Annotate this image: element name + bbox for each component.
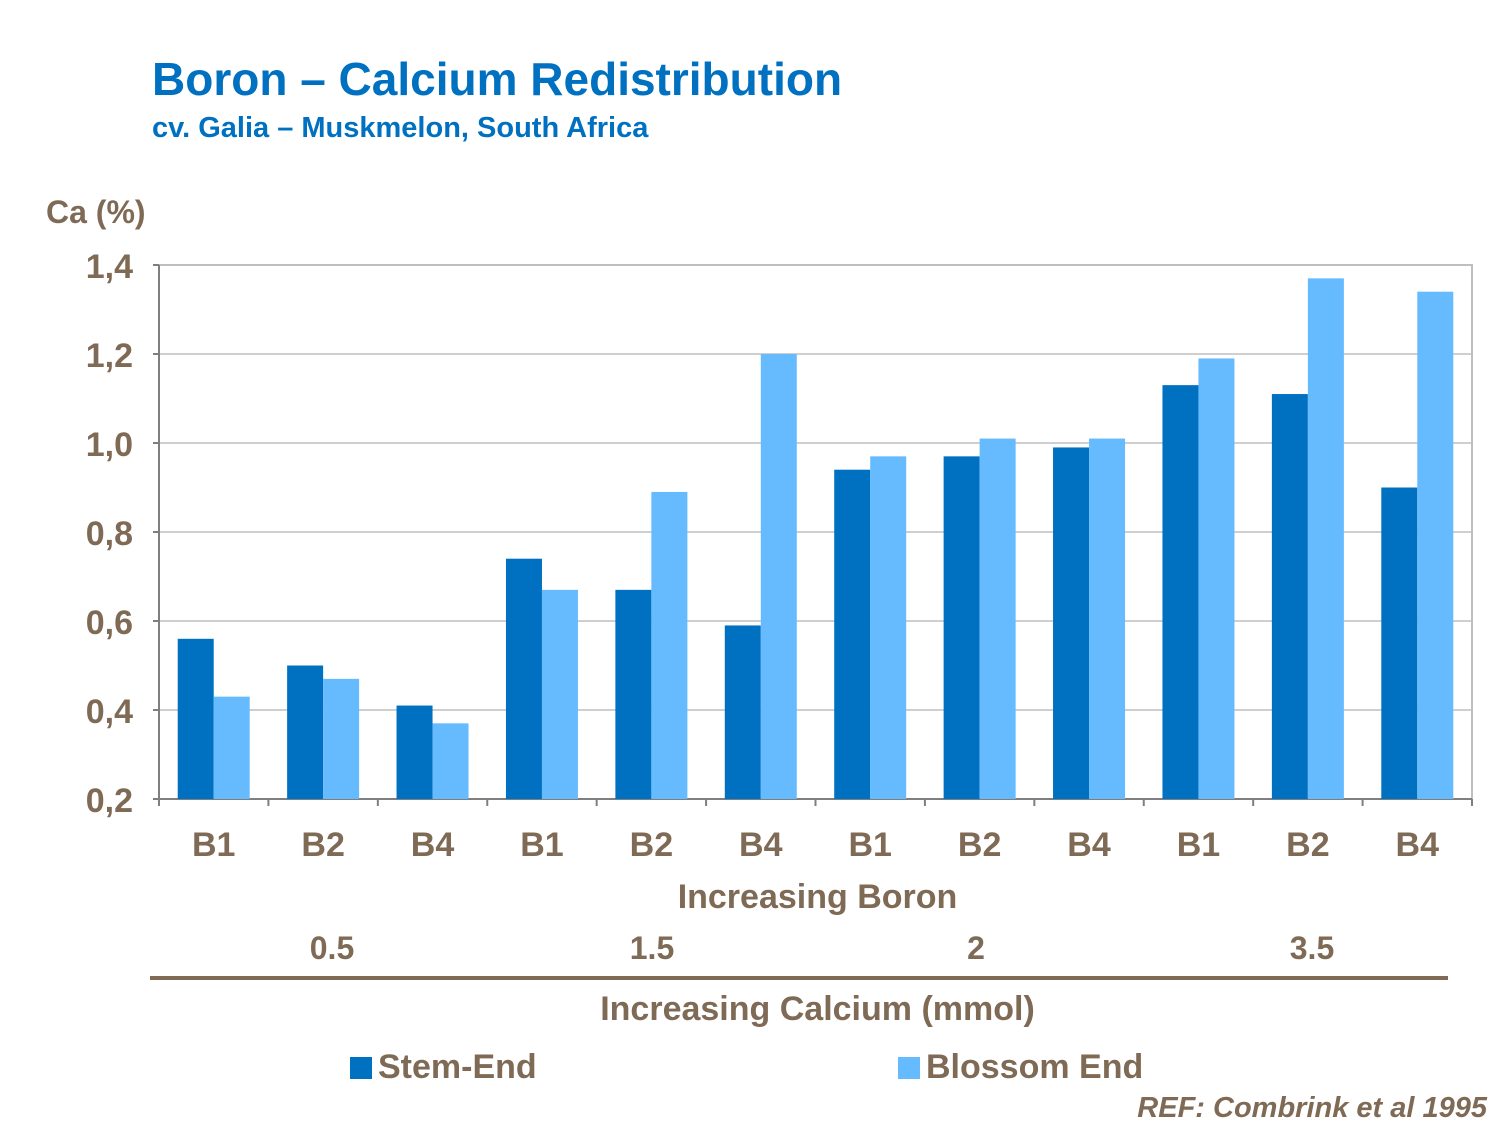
- x-tick-label: B2: [630, 826, 673, 864]
- x-tick-label: B4: [411, 826, 455, 864]
- calcium-axis-label: Increasing Calcium (mmol): [600, 990, 1035, 1028]
- bar-stem-end: [834, 469, 871, 799]
- chart-subtitle: cv. Galia – Muskmelon, South Africa: [152, 112, 649, 144]
- legend-item-stem-end: Stem-End: [350, 1048, 537, 1087]
- bar-blossom-end: [1089, 438, 1126, 799]
- legend-label-blossom-end: Blossom End: [926, 1048, 1144, 1086]
- bar-blossom-end: [870, 456, 907, 799]
- bar-stem-end: [1053, 447, 1090, 799]
- bar-stem-end: [505, 558, 542, 799]
- bar-stem-end: [396, 705, 433, 799]
- x-axis-label: Increasing Boron: [677, 878, 958, 916]
- legend-item-blossom-end: Blossom End: [898, 1048, 1143, 1087]
- calcium-group-label: 2: [967, 930, 985, 966]
- bar-stem-end: [615, 589, 652, 799]
- x-tick-label: B1: [1177, 826, 1220, 864]
- y-tick-label: 0,8: [86, 515, 133, 553]
- y-tick-label: 0,6: [86, 604, 133, 642]
- reference-note: REF: Combrink et al 1995: [1137, 1092, 1487, 1124]
- x-tick-label: B4: [739, 826, 783, 864]
- legend-label-stem-end: Stem-End: [378, 1048, 537, 1086]
- y-tick-label: 1,2: [86, 337, 133, 375]
- x-tick-label: B4: [1396, 826, 1440, 864]
- bar-stem-end: [177, 638, 214, 799]
- bar-blossom-end: [541, 589, 578, 799]
- calcium-group-label: 0.5: [309, 930, 355, 966]
- bar-blossom-end: [213, 696, 250, 799]
- x-tick-label: B4: [1067, 826, 1111, 864]
- calcium-axis-line: [150, 976, 1448, 980]
- bar-stem-end: [1271, 394, 1308, 799]
- bar-blossom-end: [1417, 291, 1454, 799]
- bar-blossom-end: [432, 723, 469, 799]
- bar-blossom-end: [651, 491, 688, 799]
- x-tick-label: B1: [848, 826, 891, 864]
- bar-chart: 0,2 0,4 0,6 0,8 1,0 1,2 1,4 B1 B2 B4 B1 B2 B4 B1 B2 B4 B…: [86, 248, 1473, 864]
- y-tick-label: 1,4: [86, 248, 133, 286]
- bar-stem-end: [1162, 385, 1199, 799]
- chart-title: Boron – Calcium Redistribution: [152, 53, 843, 105]
- x-tick-label: B1: [520, 826, 563, 864]
- bar-blossom-end: [760, 354, 797, 799]
- bar-stem-end: [1381, 487, 1418, 799]
- calcium-group-label: 1.5: [629, 930, 675, 966]
- legend-swatch-blossom-end: [898, 1056, 920, 1079]
- legend-swatch-stem-end: [350, 1056, 372, 1079]
- x-tick-label: B2: [1286, 826, 1329, 864]
- x-tick-label: B1: [192, 826, 235, 864]
- bar-blossom-end: [1198, 358, 1235, 799]
- y-tick-label: 1,0: [86, 426, 133, 464]
- x-tick-label: B2: [301, 826, 344, 864]
- bar-blossom-end: [323, 678, 360, 799]
- bar-stem-end: [943, 456, 980, 799]
- y-tick-label: 0,2: [86, 782, 133, 820]
- calcium-group-label: 3.5: [1289, 930, 1335, 966]
- y-axis-label: Ca (%): [46, 194, 146, 230]
- bar-stem-end: [724, 625, 761, 799]
- bar-blossom-end: [979, 438, 1016, 799]
- bar-blossom-end: [1307, 278, 1344, 800]
- y-tick-label: 0,4: [86, 693, 133, 731]
- bar-stem-end: [287, 665, 324, 799]
- x-tick-label: B2: [958, 826, 1001, 864]
